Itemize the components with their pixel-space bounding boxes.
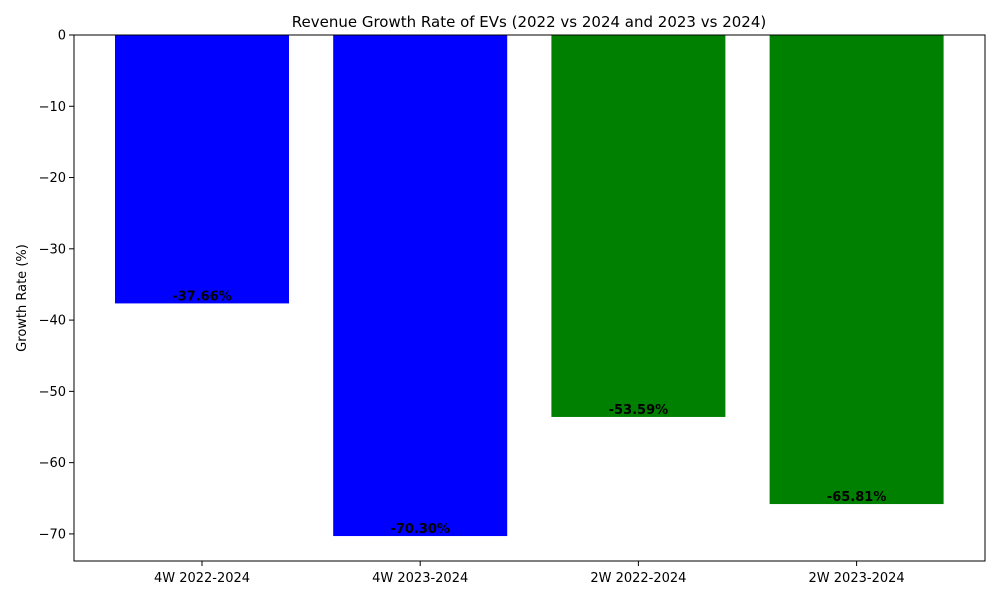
y-tick-label: −40 bbox=[39, 314, 66, 329]
y-axis-label: Growth Rate (%) bbox=[15, 244, 30, 352]
bars-group bbox=[115, 35, 944, 537]
bar-2 bbox=[333, 35, 508, 537]
x-tick-label: 4W 2023-2024 bbox=[372, 571, 468, 586]
y-tick-label: −30 bbox=[39, 242, 66, 257]
data-labels-group: -37.66% -70.30% -53.59% -65.81% bbox=[172, 289, 886, 537]
bar-value-label: -65.81% bbox=[827, 490, 887, 505]
bar-3 bbox=[551, 35, 726, 417]
plot-area-frame bbox=[73, 34, 986, 562]
chart-title: Revenue Growth Rate of EVs (2022 vs 2024… bbox=[292, 13, 766, 31]
x-tick-label: 4W 2022-2024 bbox=[154, 571, 250, 586]
x-tick-label: 2W 2022-2024 bbox=[590, 571, 686, 586]
y-tick-label: 0 bbox=[58, 29, 66, 44]
y-tick-label: −50 bbox=[39, 385, 66, 400]
y-tick-label: −70 bbox=[39, 527, 66, 542]
bar-1 bbox=[115, 35, 289, 304]
bar-value-label: -37.66% bbox=[172, 289, 232, 304]
bar-value-label: -53.59% bbox=[609, 403, 669, 418]
y-tick-label: −20 bbox=[39, 171, 66, 186]
bar-value-label: -70.30% bbox=[390, 522, 450, 537]
y-tick-label: −10 bbox=[39, 100, 66, 115]
bar-4 bbox=[769, 35, 944, 505]
x-tick-label: 2W 2023-2024 bbox=[809, 571, 905, 586]
y-tick-label: −60 bbox=[39, 456, 66, 471]
y-axis-ticks: 0 −10 −20 −30 −40 −50 −60 −70 bbox=[39, 29, 74, 542]
x-axis-ticks: 4W 2022-2024 4W 2023-2024 2W 2022-2024 2W 2… bbox=[154, 561, 905, 586]
